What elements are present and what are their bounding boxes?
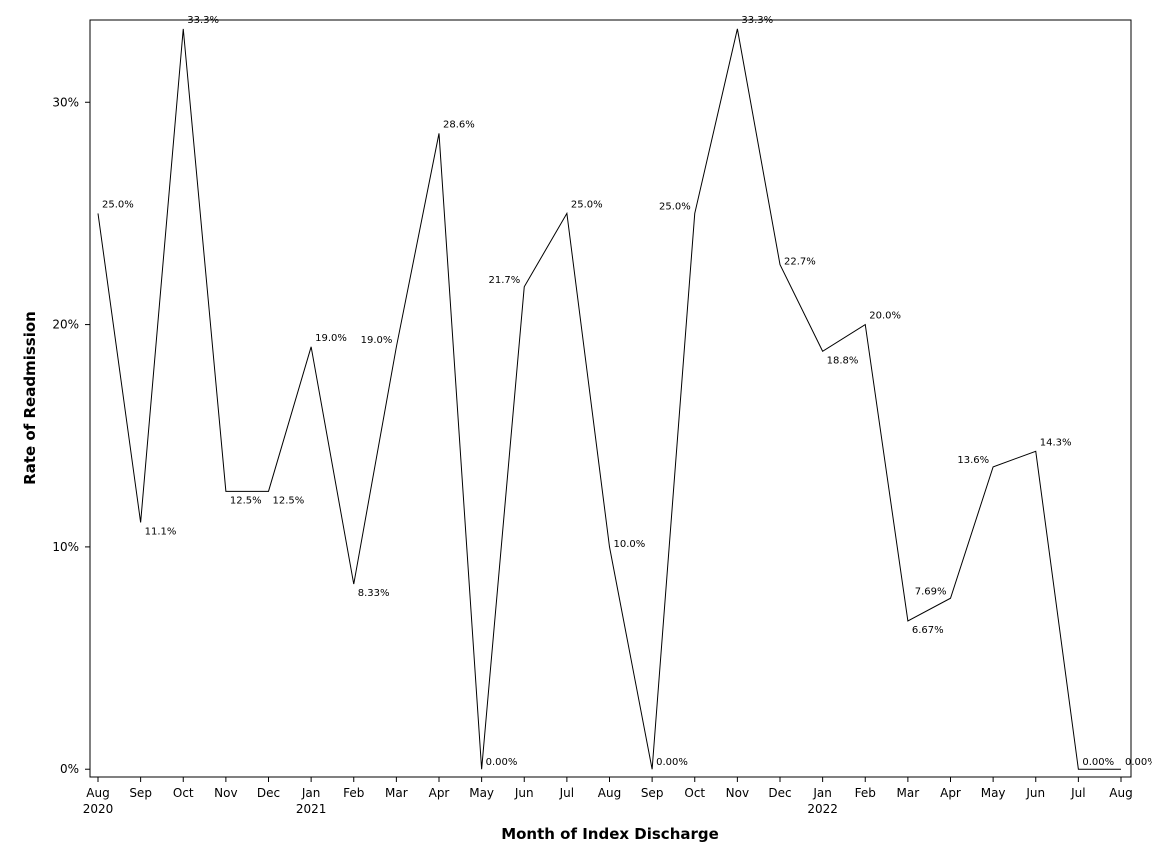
x-tick-label: Nov [726, 786, 749, 800]
data-label: 18.8% [827, 355, 859, 366]
x-year-label: 2020 [83, 802, 114, 816]
x-tick-label: Oct [684, 786, 705, 800]
x-tick-label: Aug [1109, 786, 1132, 800]
x-tick-label: Dec [257, 786, 280, 800]
y-tick-label: 10% [52, 540, 79, 554]
data-label: 22.7% [784, 257, 816, 268]
x-tick-label: Oct [173, 786, 194, 800]
x-tick-label: Jun [1025, 786, 1045, 800]
x-axis-title: Month of Index Discharge [501, 825, 719, 843]
y-tick-label: 30% [52, 95, 79, 109]
x-tick-label: Nov [214, 786, 237, 800]
x-tick-label: Jan [301, 786, 321, 800]
data-label: 11.1% [145, 526, 177, 537]
data-label: 12.5% [230, 495, 262, 506]
data-label: 28.6% [443, 119, 475, 130]
data-label: 10.0% [614, 539, 646, 550]
y-tick-label: 0% [60, 762, 79, 776]
data-label: 8.33% [358, 588, 390, 599]
data-label: 19.0% [315, 333, 347, 344]
data-label: 20.0% [869, 311, 901, 322]
x-tick-label: Aug [86, 786, 109, 800]
x-tick-label: Jul [559, 786, 574, 800]
data-label: 25.0% [102, 199, 134, 210]
x-tick-label: Mar [897, 786, 920, 800]
x-year-label: 2022 [807, 802, 838, 816]
x-tick-label: May [469, 786, 494, 800]
x-tick-label: Jun [514, 786, 534, 800]
x-tick-label: Aug [598, 786, 621, 800]
data-label: 13.6% [957, 455, 989, 466]
x-tick-label: Sep [129, 786, 152, 800]
data-label: 21.7% [488, 275, 520, 286]
data-label: 33.3% [741, 15, 773, 26]
x-tick-label: Mar [385, 786, 408, 800]
x-tick-label: Dec [768, 786, 791, 800]
x-tick-label: Sep [641, 786, 664, 800]
x-tick-label: May [981, 786, 1006, 800]
data-label: 0.00% [1082, 757, 1114, 768]
data-labels: 25.0% 11.1% 33.3% 12.5% 12.5% 19.0% 8.33% 19.0%… [102, 15, 1152, 768]
x-tick-label: Apr [940, 786, 961, 800]
data-label: 0.00% [486, 757, 518, 768]
x-tick-label: Apr [429, 786, 450, 800]
x-tick-label: Jul [1070, 786, 1085, 800]
data-label: 33.3% [187, 15, 219, 26]
data-label: 7.69% [915, 586, 947, 597]
data-label: 14.3% [1040, 437, 1072, 448]
plot-frame [89, 19, 1132, 778]
data-label: 25.0% [571, 199, 603, 210]
data-label: 6.67% [912, 625, 944, 636]
series-polyline [97, 28, 1121, 770]
y-axis: 0% 10% 20% 30% [52, 95, 90, 776]
y-axis-title: Rate of Readmission [21, 311, 39, 485]
x-year-label: 2021 [296, 802, 327, 816]
data-label: 0.00% [656, 757, 688, 768]
data-label: 12.5% [273, 495, 305, 506]
x-axis: Aug Sep Oct Nov Dec Jan Feb Mar Apr May Jun Jul Aug S… [83, 777, 1133, 816]
x-tick-label: Feb [343, 786, 364, 800]
data-label: 25.0% [659, 201, 691, 212]
series-line [97, 28, 1121, 770]
data-label: 0.00% [1125, 757, 1152, 768]
x-tick-label: Feb [855, 786, 876, 800]
data-label: 19.0% [361, 335, 393, 346]
y-tick-label: 20% [52, 318, 79, 332]
x-tick-label: Jan [812, 786, 832, 800]
